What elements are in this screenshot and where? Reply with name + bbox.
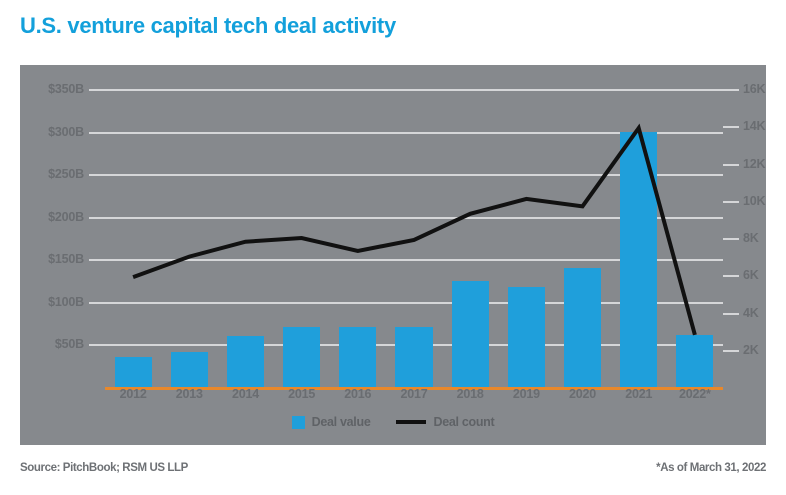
y-axis-left-tick — [89, 216, 105, 219]
y-axis-left-tick — [89, 89, 105, 91]
y-axis-left-tick — [89, 131, 105, 134]
y-axis-right-tick — [723, 200, 739, 203]
bar-2012 — [114, 357, 152, 387]
gridline — [105, 259, 723, 262]
y-axis-right-label: 4K — [743, 305, 759, 320]
bar-2017 — [395, 326, 433, 387]
x-axis-label-2016: 2016 — [344, 387, 372, 401]
x-axis-label-2015: 2015 — [288, 387, 316, 401]
bar-2013 — [170, 352, 208, 387]
y-axis-left-tick — [89, 259, 105, 262]
bar-2020 — [564, 267, 602, 387]
bar-2019 — [507, 286, 545, 387]
legend-line-swatch-icon — [396, 420, 427, 424]
y-axis-right-label: 10K — [743, 193, 766, 208]
y-axis-right-label: 16K — [743, 82, 766, 96]
y-axis-left-label: $300B — [48, 124, 84, 139]
y-axis-left-tick — [89, 344, 105, 347]
x-axis-label-2021: 2021 — [625, 387, 653, 401]
y-axis-right-tick — [723, 238, 739, 240]
legend-item-deal-value: Deal value — [291, 415, 371, 429]
x-axis-baseline — [105, 387, 723, 390]
bar-2022 — [676, 335, 714, 387]
x-axis-label-2012: 2012 — [119, 387, 147, 401]
gridline — [105, 216, 723, 219]
y-axis-right-tick — [723, 349, 739, 352]
x-axis-label-2017: 2017 — [400, 387, 428, 401]
y-axis-right-label: 2K — [743, 342, 759, 357]
y-axis-left-label: $200B — [48, 209, 84, 224]
y-axis-right-tick — [723, 126, 739, 129]
x-axis-label-2019: 2019 — [512, 387, 540, 401]
y-axis-right-tick — [723, 312, 739, 315]
y-axis-right-tick — [723, 89, 739, 91]
source-text: Source: PitchBook; RSM US LLP — [20, 462, 188, 474]
y-axis-left-label: $150B — [48, 252, 84, 267]
bar-2015 — [283, 327, 321, 387]
gridline — [105, 131, 723, 134]
line-series-deal-count — [132, 123, 697, 336]
bar-series-deal-value — [20, 65, 766, 445]
gridline — [105, 174, 723, 177]
y-axis-left-label: $50B — [54, 337, 84, 352]
y-axis-left-tick — [89, 301, 105, 304]
footer: Source: PitchBook; RSM US LLP *As of Mar… — [20, 462, 766, 474]
bar-2016 — [339, 327, 377, 387]
legend-bar-swatch-icon — [291, 415, 305, 429]
footnote-text: *As of March 31, 2022 — [656, 462, 766, 474]
x-axis-label-2022: 2022* — [679, 387, 711, 401]
bar-2014 — [226, 335, 264, 387]
y-axis-right-label: 12K — [743, 156, 766, 171]
chart-legend: Deal value Deal count — [20, 415, 766, 429]
y-axis-left-tick — [89, 174, 105, 177]
y-axis-right-label: 8K — [743, 231, 759, 245]
page-title: U.S. venture capital tech deal activity — [20, 13, 396, 38]
x-axis-label-2018: 2018 — [456, 387, 484, 401]
y-axis-right-label: 6K — [743, 268, 759, 283]
legend-item-deal-count: Deal count — [396, 415, 495, 429]
y-axis-left-label: $350B — [48, 82, 84, 96]
deal-count-polyline — [132, 123, 697, 336]
gridline — [105, 89, 723, 91]
y-axis-right-label: 14K — [743, 119, 766, 134]
bar-2018 — [451, 280, 489, 387]
chart-panel: $50B $100B $150B $200B $250B $300B $350B 2K 4K 6… — [20, 65, 766, 445]
y-axis-right-tick — [723, 163, 739, 166]
y-axis-right-tick — [723, 275, 739, 278]
gridline — [105, 301, 723, 304]
x-axis-label-2020: 2020 — [569, 387, 597, 401]
x-axis-label-2013: 2013 — [175, 387, 203, 401]
legend-label-deal-value: Deal value — [311, 415, 371, 429]
legend-label-deal-count: Deal count — [433, 415, 495, 429]
x-axis-label-2014: 2014 — [231, 387, 259, 401]
y-axis-left-label: $100B — [48, 294, 84, 309]
y-axis-left-label: $250B — [48, 167, 84, 182]
